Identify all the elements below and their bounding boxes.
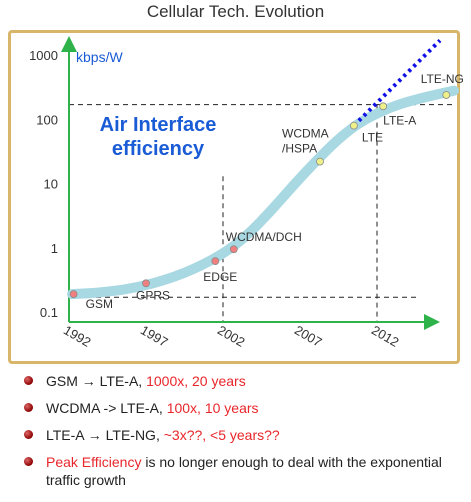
point-label-5: LTE (362, 131, 383, 145)
point-7 (442, 91, 451, 99)
chart-frame (8, 30, 460, 364)
point-0 (69, 290, 78, 299)
bullet-text: GSM → LTE-A, (46, 373, 147, 389)
x-tick-label-2: 2002 (215, 322, 248, 349)
point-label-2: EDGE (203, 270, 237, 284)
evolution-curve-layer (67, 85, 459, 300)
bullet-highlight: ~3x??, <5 years?? (163, 427, 280, 443)
point-6 (379, 102, 388, 111)
x-tick-label-0: 1992 (61, 322, 94, 349)
bullet-item: Peak Efficiency is no longer enough to d… (22, 453, 462, 489)
chart-title: Cellular Tech. Evolution (146, 2, 325, 21)
air-interface-annotation: Air Interface efficiency (100, 114, 217, 160)
y-axis-label: kbps/W (76, 49, 123, 65)
point-5 (349, 121, 358, 130)
bullet-dot-icon (24, 457, 33, 466)
bullet-dot-icon (24, 403, 33, 412)
y-tick-label-2: 10 (44, 177, 58, 192)
point-label-4: WCDMA/HSPA (282, 127, 329, 156)
bullet-highlight: 1000x, 20 years (146, 373, 246, 389)
bullet-dot-icon (24, 376, 33, 385)
annotation-line: Air Interface (100, 114, 217, 136)
point-label-0: GSM (86, 297, 113, 311)
bullet-list: GSM → LTE-A, 1000x, 20 years WCDMA -> LTE… (22, 372, 462, 498)
point-label-line: WCDMA (282, 127, 329, 141)
y-tick-label-1: 100 (36, 112, 58, 127)
point-2 (211, 257, 220, 266)
axes (61, 36, 440, 330)
y-tick-label-3: 1 (51, 241, 58, 256)
projection-layer (352, 38, 442, 128)
point-label-6: LTE-A (383, 113, 416, 127)
point-3 (229, 245, 238, 254)
x-tick-label-1: 1997 (138, 322, 171, 349)
point-label-7: LTE-NG (421, 72, 464, 86)
bullet-highlight: Peak Efficiency (46, 454, 142, 470)
point-4 (316, 157, 324, 166)
x-tick-label-3: 2007 (292, 322, 325, 349)
bullet-item: WCDMA -> LTE-A, 100x, 10 years (22, 399, 462, 417)
bullet-dot-icon (24, 430, 33, 439)
projection-dotted-line (352, 38, 442, 128)
bullet-text: WCDMA -> LTE-A, (46, 400, 167, 416)
bullet-item: GSM → LTE-A, 1000x, 20 years (22, 372, 462, 390)
bullet-text-after: is no longer enough to deal with the exp… (46, 454, 442, 488)
bullet-highlight: 100x, 10 years (166, 400, 259, 416)
point-label-1: GPRS (136, 288, 170, 302)
bullet-item: LTE-A → LTE-NG, ~3x??, <5 years?? (22, 426, 462, 444)
annotation-line: efficiency (112, 138, 205, 160)
x-tick-label-4: 2012 (369, 322, 402, 349)
y-tick-label-0: 1000 (29, 48, 58, 63)
point-label-line: /HSPA (282, 142, 317, 156)
bullet-text: LTE-A → LTE-NG, (46, 427, 164, 443)
point-label-3: WCDMA/DCH (226, 230, 302, 244)
point-1 (142, 279, 150, 288)
y-tick-label-4: 0.1 (40, 305, 58, 320)
evolution-curve (67, 85, 459, 300)
